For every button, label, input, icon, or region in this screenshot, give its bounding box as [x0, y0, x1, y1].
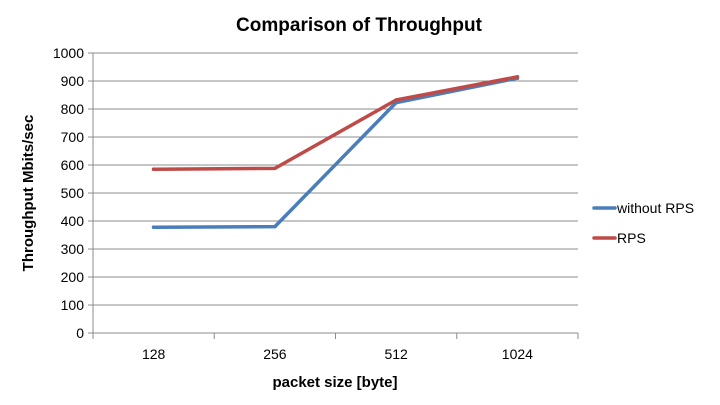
legend-label: without RPS: [616, 200, 694, 216]
y-axis-title: Throughput Mbits/sec: [20, 115, 37, 272]
x-axis-ticks: 128 256 512 1024: [92, 333, 579, 362]
data-point: [273, 224, 277, 229]
series-line-2: [151, 75, 520, 171]
series-line-1: [151, 76, 520, 229]
y-tick-label: 900: [61, 73, 85, 89]
x-tick-label: 512: [384, 346, 408, 362]
data-point: [151, 225, 156, 229]
y-tick-label: 700: [61, 129, 85, 145]
y-tick-label: 200: [61, 269, 85, 285]
y-tick-label: 800: [61, 101, 85, 117]
y-tick-label: 1000: [53, 45, 84, 61]
data-point: [273, 166, 277, 171]
x-tick-label: 1024: [502, 346, 533, 362]
data-point: [151, 167, 156, 171]
y-tick-label: 300: [61, 241, 85, 257]
gridlines: [93, 52, 578, 306]
x-axis-title: packet size [byte]: [272, 374, 397, 391]
x-tick-label: 256: [263, 346, 287, 362]
y-tick-label: 0: [76, 325, 84, 341]
y-tick-label: 400: [61, 213, 85, 229]
chart-title: Comparison of Throughput: [236, 15, 483, 36]
y-tick-label: 600: [61, 157, 85, 173]
legend: without RPS RPS: [592, 200, 694, 246]
legend-label: RPS: [617, 230, 646, 246]
data-point: [394, 98, 398, 102]
y-tick-label: 500: [61, 185, 85, 201]
series-lines: [151, 75, 520, 229]
x-tick-label: 128: [142, 346, 166, 362]
y-axis-ticks: 0 100 200 300 400 500 600 700 800 900 1000: [53, 45, 93, 341]
y-tick-label: 100: [61, 297, 85, 313]
data-point: [515, 75, 520, 79]
